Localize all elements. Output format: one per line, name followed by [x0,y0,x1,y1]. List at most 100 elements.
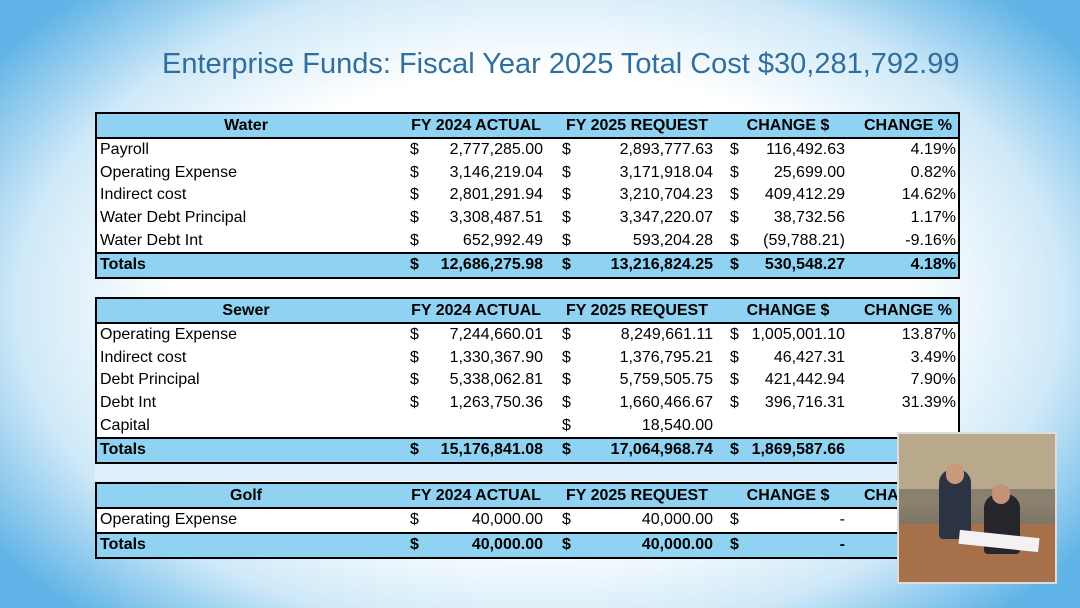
currency-sign: $ [562,371,571,389]
data-row: Water Debt Int $652,992.49 $593,204.28 $ (59… [97,229,958,252]
wall [899,434,1055,489]
row-label: Debt Principal [100,371,200,389]
amount: 116,492.63 [766,141,845,159]
header-cell: FY 2025 REQUEST [566,301,708,319]
currency-sign: $ [730,186,739,204]
totals-row: Totals $40,000.00 $40,000.00 $ - [97,531,958,557]
slide-title: Enterprise Funds: Fiscal Year 2025 Total… [162,48,960,80]
data-row: Payroll $2,777,285.00 $2,893,777.63 $116,49… [97,139,958,162]
amount: 7,244,660.01 [449,326,543,344]
header-cell: CHANGE $ [746,486,830,504]
amount: 15,176,841.08 [440,441,543,459]
currency-sign: $ [730,256,739,274]
data-row: Operating Expense $3,146,219.04 $3,171,918… [97,162,958,185]
currency-sign: $ [410,536,419,554]
amount: 1,330,367.90 [449,348,543,366]
row-label: Operating Expense [100,163,237,181]
amount: 40,000.00 [641,536,713,554]
amount: 1,005,001.10 [751,326,845,344]
row-label: Totals [100,256,146,274]
currency-sign: $ [730,231,739,249]
header-row: Sewer FY 2024 ACTUAL FY 2025 REQUEST CHANGE… [97,299,958,324]
currency-sign: $ [730,511,739,529]
amount: 8,249,661.11 [620,326,713,344]
amount: 3,210,704.23 [619,186,713,204]
head [946,464,964,484]
amount: (59,788.21) [763,231,845,249]
header-cell: FY 2024 ACTUAL [411,486,541,504]
percent: 4.19% [910,141,956,159]
currency-sign: $ [562,186,571,204]
currency-sign: $ [410,371,419,389]
currency-sign: $ [562,348,571,366]
currency-sign: $ [730,141,739,159]
totals-row: Totals $15,176,841.08 $17,064,968.74 $1,869… [97,436,958,462]
row-label: Water Debt Int [100,231,203,249]
percent: 7.90% [910,371,956,389]
currency-sign: $ [562,256,571,274]
header-cell: CHANGE % [863,116,952,134]
currency-sign: $ [562,511,571,529]
currency-sign: $ [410,231,419,249]
currency-sign: $ [562,416,571,434]
amount: 5,759,505.75 [619,371,713,389]
currency-sign: $ [410,163,419,181]
currency-sign: $ [410,209,419,227]
percent: 0.82% [910,163,956,181]
amount: 46,427.31 [773,348,845,366]
currency-sign: $ [562,231,571,249]
video-overlay [897,432,1057,584]
currency-sign: $ [562,394,571,412]
header-cell: Water [224,116,268,134]
amount: 17,064,968.74 [610,441,713,459]
header-cell: CHANGE % [863,301,952,319]
data-row: Operating Expense $40,000.00 $40,000.00 $ - [97,509,958,532]
amount: 3,146,219.04 [449,163,543,181]
amount: - [839,536,845,554]
amount: 40,000.00 [641,511,713,529]
header-cell: FY 2025 REQUEST [566,116,708,134]
data-row: Operating Expense $7,244,660.01 $8,249,661… [97,324,958,347]
amount: 40,000.00 [471,536,543,554]
currency-sign: $ [410,141,419,159]
head [992,484,1010,504]
amount: 3,347,220.07 [619,209,713,227]
amount: 1,660,466.67 [619,394,713,412]
amount: 5,338,062.81 [449,371,543,389]
row-label: Totals [100,536,146,554]
currency-sign: $ [730,394,739,412]
currency-sign: $ [562,326,571,344]
amount: 25,699.00 [773,163,845,181]
data-row: Indirect cost $2,801,291.94 $3,210,704.23 $… [97,184,958,207]
currency-sign: $ [730,371,739,389]
amount: 2,777,285.00 [449,141,543,159]
percent: 3.49% [910,348,956,366]
row-label: Debt Int [100,394,157,412]
amount: - [839,511,845,529]
data-row: Capital $18,540.00 [97,414,958,437]
amount: 593,204.28 [632,231,713,249]
header-cell: FY 2024 ACTUAL [411,116,541,134]
totals-row: Totals $12,686,275.98 $13,216,824.25 $530,5… [97,251,958,277]
amount: 40,000.00 [471,511,543,529]
amount: 13,216,824.25 [610,256,713,274]
amount: 1,869,587.66 [751,441,845,459]
row-label: Indirect cost [100,186,187,204]
row-label: Operating Expense [100,326,237,344]
amount: 1,263,750.36 [449,394,543,412]
percent: 14.62% [901,186,956,204]
amount: 38,732.56 [773,209,845,227]
header-cell: FY 2025 REQUEST [566,486,708,504]
row-label: Indirect cost [100,348,187,366]
currency-sign: $ [562,209,571,227]
amount: 3,171,918.04 [619,163,713,181]
table: Golf FY 2024 ACTUAL FY 2025 REQUEST CHANGE … [95,482,960,559]
currency-sign: $ [562,441,571,459]
data-row: Indirect cost $1,330,367.90 $1,376,795.21 $… [97,347,958,370]
amount: 396,716.31 [764,394,845,412]
amount: 652,992.49 [462,231,543,249]
header-cell: CHANGE $ [746,301,830,319]
data-row: Water Debt Principal $3,308,487.51 $3,347,… [97,207,958,230]
percent: 4.18% [910,256,956,274]
